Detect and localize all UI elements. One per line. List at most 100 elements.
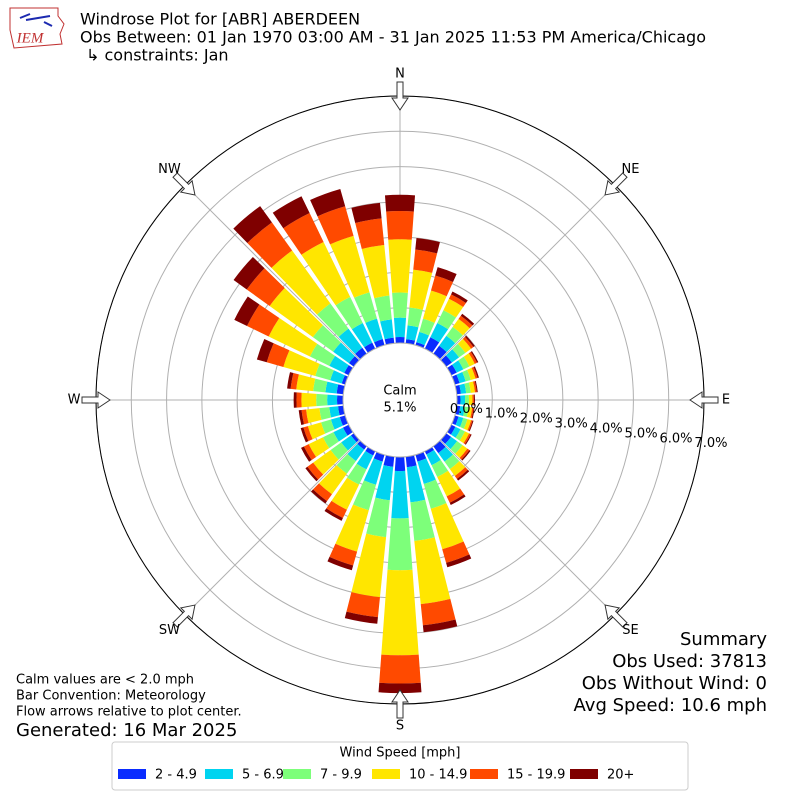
wind-bar <box>470 407 474 419</box>
wind-bar <box>384 194 416 212</box>
wind-bar <box>473 394 475 406</box>
r-tick-label: 2.0% <box>520 412 553 427</box>
wind-bar <box>333 427 348 442</box>
wind-bar <box>344 611 378 624</box>
wind-bar <box>463 433 471 445</box>
flow-arrow <box>391 689 409 719</box>
r-tick-label: 0.0% <box>450 402 483 417</box>
note: Flow arrows relative to plot center. <box>16 705 242 720</box>
wind-bar <box>322 432 339 449</box>
r-tick-label: 1.0% <box>485 407 518 422</box>
flow-arrow <box>391 81 409 111</box>
note: Bar Convention: Meteorology <box>16 689 206 704</box>
wind-bar <box>313 378 328 393</box>
wind-bar <box>430 503 464 550</box>
compass-label: SW <box>159 623 180 638</box>
wind-bar <box>450 441 463 454</box>
wind-bar <box>446 326 463 344</box>
wind-bar <box>391 470 409 519</box>
wind-bar <box>464 434 472 445</box>
wind-bar <box>417 458 436 485</box>
wind-bar <box>325 381 339 394</box>
wind-bar <box>317 206 354 245</box>
legend-label: 2 - 4.9 <box>155 768 197 783</box>
wind-bar <box>456 372 466 384</box>
wind-bar <box>315 363 334 381</box>
wind-bar <box>449 494 466 506</box>
wind-bar <box>354 292 377 323</box>
wind-bar <box>464 382 471 394</box>
wind-bar <box>319 407 332 420</box>
wind-bar <box>336 384 345 395</box>
wind-bar <box>347 443 365 462</box>
wind-bar <box>451 415 459 425</box>
r-tick-label: 7.0% <box>694 436 727 451</box>
subtitle: ↳ constraints: Jan <box>86 46 229 65</box>
wind-bar <box>346 592 380 618</box>
wind-bar <box>347 463 367 485</box>
wind-bar <box>364 342 376 353</box>
spoke <box>439 184 616 361</box>
wind-bar <box>419 318 435 336</box>
wind-bar <box>420 598 456 626</box>
wind-bar <box>435 267 457 283</box>
wind-bar <box>266 343 290 367</box>
wind-bar <box>336 454 356 474</box>
compass-label: NE <box>622 162 640 177</box>
wind-bar <box>353 480 377 511</box>
wind-bar <box>329 355 349 374</box>
wind-bar <box>410 499 435 541</box>
wind-bar <box>355 218 385 249</box>
logo-text: IEM <box>16 30 45 46</box>
spoke <box>184 184 361 361</box>
wind-bar <box>439 335 456 353</box>
wind-bar <box>355 347 367 360</box>
legend-label: 10 - 14.9 <box>409 768 467 783</box>
legend-label: 7 - 9.9 <box>320 768 362 783</box>
wind-bar <box>330 442 349 460</box>
wind-bar <box>440 355 452 367</box>
wind-bar <box>303 426 313 442</box>
wind-bar <box>269 287 323 338</box>
compass-label: N <box>395 67 405 82</box>
wind-bar <box>321 419 335 434</box>
wind-bar <box>461 450 471 461</box>
wind-bar <box>445 349 460 363</box>
wind-bar <box>456 469 470 481</box>
wind-bar <box>458 356 470 370</box>
wind-bar <box>426 450 441 466</box>
wind-bar <box>468 420 474 432</box>
wind-bar <box>459 383 467 394</box>
r-tick-label: 3.0% <box>555 417 588 432</box>
wind-bar <box>424 447 435 455</box>
summary: Obs Used: 37813 <box>612 651 767 672</box>
wind-bar <box>379 654 421 684</box>
wind-bar <box>306 408 322 424</box>
compass-label: W <box>68 393 81 408</box>
wind-bar <box>308 437 330 458</box>
wind-bar <box>409 269 433 310</box>
wind-bar <box>467 420 473 431</box>
wind-bar <box>246 268 285 306</box>
wind-bar <box>375 465 394 501</box>
r-tick-label: 5.0% <box>625 426 658 441</box>
legend-swatch <box>470 769 498 779</box>
wind-bar <box>356 450 374 470</box>
wind-bar <box>309 343 336 366</box>
wind-bar <box>298 410 305 425</box>
legend-swatch <box>570 769 598 779</box>
calm-circle <box>342 342 458 458</box>
r-tick-label: 4.0% <box>590 421 623 436</box>
wind-bar <box>318 465 347 495</box>
legend-title: Wind Speed [mph] <box>340 746 461 761</box>
wind-bar <box>313 450 339 475</box>
wind-bar <box>416 331 430 346</box>
summary: Obs Without Wind: 0 <box>582 673 767 694</box>
wind-bar <box>333 342 355 364</box>
wind-bar <box>307 462 324 480</box>
wind-bar <box>423 290 447 323</box>
wind-bar <box>386 211 414 240</box>
flow-arrow <box>604 172 628 196</box>
polar-plot: Calm 5.1% 0.0% 1.0% 2.0% 3.0% 4.0% 5.0% 6.0% 7.0%… <box>68 67 731 734</box>
